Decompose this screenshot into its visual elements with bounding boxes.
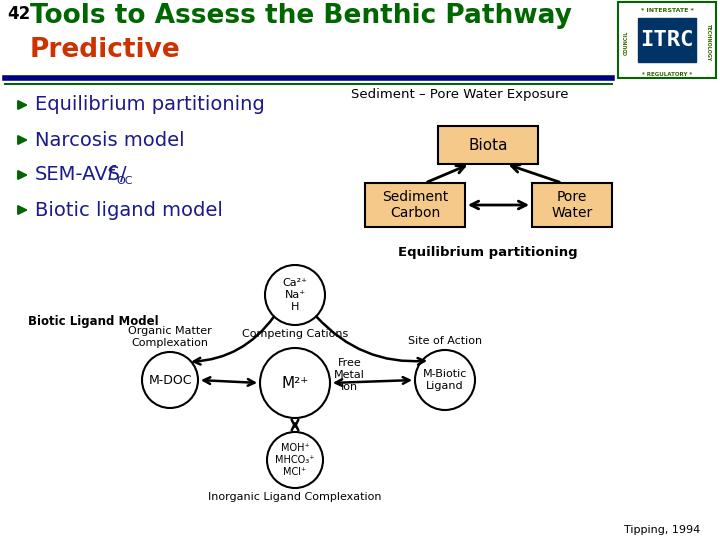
- Text: TECHNOLOGY: TECHNOLOGY: [706, 24, 711, 62]
- Text: Equilibrium partitioning: Equilibrium partitioning: [35, 96, 265, 114]
- Text: f: f: [107, 165, 114, 185]
- Text: Competing Cations: Competing Cations: [242, 329, 348, 339]
- Text: 42: 42: [7, 5, 30, 23]
- Bar: [618, 2, 716, 78]
- Text: Ca²⁺
Na⁺
H: Ca²⁺ Na⁺ H: [282, 279, 307, 312]
- Circle shape: [142, 352, 198, 408]
- Text: OC: OC: [116, 176, 132, 186]
- Text: Equilibrium partitioning: Equilibrium partitioning: [398, 246, 577, 259]
- Text: Biotic Ligand Model: Biotic Ligand Model: [28, 315, 158, 328]
- Bar: [532, 183, 612, 227]
- Text: M²⁺: M²⁺: [282, 375, 309, 390]
- Text: Tools to Assess the Benthic Pathway: Tools to Assess the Benthic Pathway: [30, 3, 572, 29]
- Text: Tipping, 1994: Tipping, 1994: [624, 525, 700, 535]
- Text: Biota: Biota: [468, 138, 508, 152]
- Text: ITRC: ITRC: [640, 30, 694, 50]
- Text: Inorganic Ligand Complexation: Inorganic Ligand Complexation: [208, 492, 382, 502]
- Text: Biotic ligand model: Biotic ligand model: [35, 200, 223, 219]
- Text: * REGULATORY *: * REGULATORY *: [642, 72, 692, 77]
- Text: MOH⁺
MHCO₃⁺
MCl⁺: MOH⁺ MHCO₃⁺ MCl⁺: [275, 443, 315, 477]
- Bar: [438, 126, 538, 164]
- Circle shape: [260, 348, 330, 418]
- Text: Free
Metal
Ion: Free Metal Ion: [334, 359, 365, 392]
- Text: Site of Action: Site of Action: [408, 336, 482, 346]
- Text: * INTERSTATE *: * INTERSTATE *: [641, 8, 693, 13]
- Text: Predictive: Predictive: [30, 37, 181, 63]
- Bar: [638, 18, 696, 62]
- Circle shape: [265, 265, 325, 325]
- Text: SEM-AVS/: SEM-AVS/: [35, 165, 127, 185]
- Text: M-DOC: M-DOC: [148, 374, 192, 387]
- Text: Pore
Water: Pore Water: [552, 190, 593, 220]
- Text: Organic Matter
Complexation: Organic Matter Complexation: [128, 326, 212, 348]
- Text: Sediment
Carbon: Sediment Carbon: [382, 190, 448, 220]
- Text: M-Biotic
Ligand: M-Biotic Ligand: [423, 369, 467, 391]
- Text: Sediment – Pore Water Exposure: Sediment – Pore Water Exposure: [351, 88, 569, 101]
- Circle shape: [267, 432, 323, 488]
- Text: Narcosis model: Narcosis model: [35, 131, 184, 150]
- Text: COUNCIL: COUNCIL: [624, 31, 629, 55]
- Bar: [365, 183, 465, 227]
- Circle shape: [415, 350, 475, 410]
